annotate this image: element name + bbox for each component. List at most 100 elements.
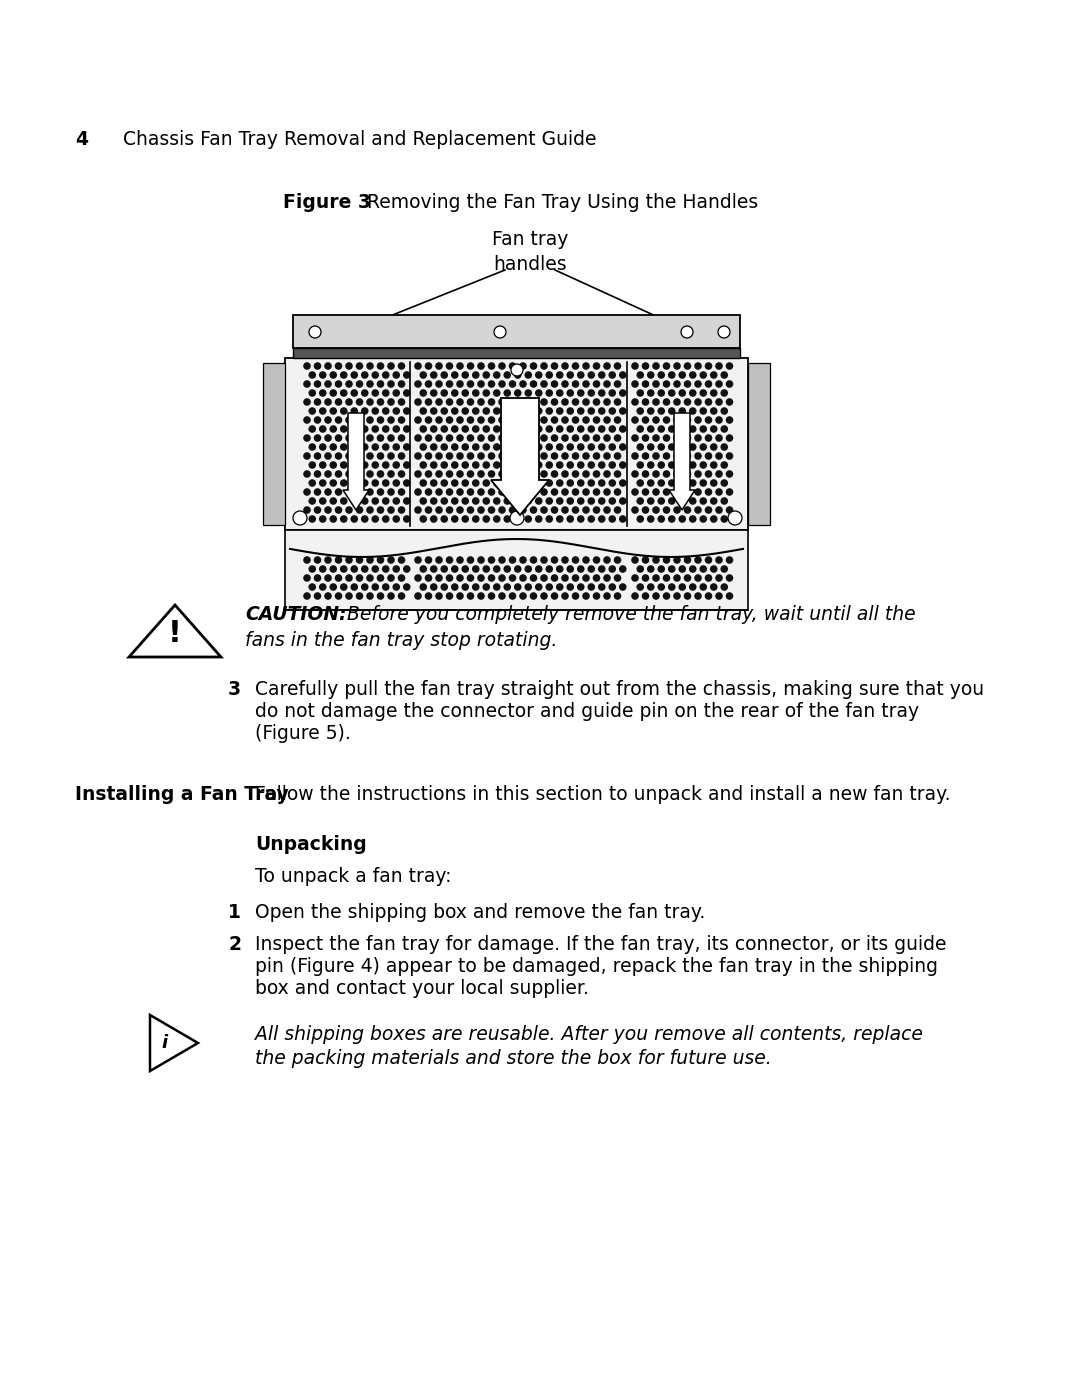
- Polygon shape: [264, 363, 285, 525]
- Polygon shape: [285, 358, 748, 529]
- Circle shape: [424, 574, 432, 581]
- Circle shape: [582, 362, 590, 370]
- Circle shape: [710, 515, 717, 522]
- Circle shape: [619, 372, 626, 379]
- Circle shape: [366, 398, 374, 405]
- Circle shape: [388, 380, 395, 388]
- Circle shape: [361, 583, 368, 591]
- Circle shape: [435, 574, 443, 581]
- Circle shape: [477, 506, 485, 514]
- Circle shape: [556, 425, 564, 433]
- Circle shape: [551, 398, 558, 405]
- Circle shape: [700, 390, 707, 397]
- Circle shape: [652, 362, 660, 370]
- Circle shape: [577, 566, 584, 573]
- Circle shape: [647, 479, 654, 486]
- Circle shape: [726, 488, 733, 496]
- Circle shape: [540, 380, 548, 388]
- Circle shape: [715, 506, 723, 514]
- Circle shape: [488, 592, 496, 599]
- Circle shape: [451, 515, 459, 522]
- Circle shape: [673, 556, 680, 564]
- Circle shape: [392, 443, 400, 451]
- Circle shape: [472, 566, 480, 573]
- Circle shape: [652, 416, 660, 423]
- Circle shape: [350, 372, 359, 379]
- Circle shape: [514, 407, 522, 415]
- Circle shape: [446, 416, 454, 423]
- Circle shape: [700, 479, 707, 486]
- Circle shape: [477, 556, 485, 564]
- Circle shape: [488, 556, 496, 564]
- Circle shape: [346, 362, 353, 370]
- Circle shape: [382, 461, 390, 469]
- Circle shape: [467, 488, 474, 496]
- Circle shape: [372, 372, 379, 379]
- Circle shape: [324, 453, 332, 460]
- Circle shape: [689, 390, 697, 397]
- Circle shape: [525, 515, 532, 522]
- Circle shape: [456, 574, 463, 581]
- Circle shape: [392, 479, 400, 486]
- Circle shape: [577, 390, 584, 397]
- Circle shape: [562, 488, 569, 496]
- Circle shape: [652, 380, 660, 388]
- Circle shape: [498, 380, 505, 388]
- Circle shape: [377, 506, 384, 514]
- Circle shape: [488, 380, 496, 388]
- Circle shape: [397, 362, 405, 370]
- Circle shape: [335, 556, 342, 564]
- Circle shape: [613, 434, 621, 441]
- Circle shape: [388, 471, 395, 478]
- Text: Before you completely remove the fan tray, wait until all the: Before you completely remove the fan tra…: [341, 605, 916, 624]
- Circle shape: [461, 566, 469, 573]
- Circle shape: [705, 398, 713, 405]
- Circle shape: [303, 453, 311, 460]
- Circle shape: [551, 556, 558, 564]
- Circle shape: [467, 506, 474, 514]
- Circle shape: [403, 390, 410, 397]
- Circle shape: [556, 372, 564, 379]
- Circle shape: [467, 434, 474, 441]
- Circle shape: [588, 372, 595, 379]
- Circle shape: [451, 443, 459, 451]
- Circle shape: [415, 574, 422, 581]
- Circle shape: [446, 488, 454, 496]
- Circle shape: [619, 583, 626, 591]
- Circle shape: [303, 574, 311, 581]
- Circle shape: [571, 380, 579, 388]
- Circle shape: [705, 416, 713, 423]
- Circle shape: [424, 416, 432, 423]
- Circle shape: [604, 362, 611, 370]
- Circle shape: [355, 453, 363, 460]
- Circle shape: [694, 471, 702, 478]
- Circle shape: [498, 362, 505, 370]
- Circle shape: [377, 574, 384, 581]
- Circle shape: [324, 506, 332, 514]
- Text: Removing the Fan Tray Using the Handles: Removing the Fan Tray Using the Handles: [355, 193, 758, 212]
- Circle shape: [529, 506, 538, 514]
- Circle shape: [430, 566, 437, 573]
- Circle shape: [658, 372, 665, 379]
- Circle shape: [551, 434, 558, 441]
- Circle shape: [446, 592, 454, 599]
- Circle shape: [577, 461, 584, 469]
- Circle shape: [346, 434, 353, 441]
- Circle shape: [604, 471, 611, 478]
- Circle shape: [593, 380, 600, 388]
- Circle shape: [415, 380, 422, 388]
- Circle shape: [419, 479, 427, 486]
- Circle shape: [392, 390, 400, 397]
- Circle shape: [535, 407, 542, 415]
- Circle shape: [382, 425, 390, 433]
- Circle shape: [710, 497, 717, 504]
- Circle shape: [366, 556, 374, 564]
- Circle shape: [350, 566, 359, 573]
- Circle shape: [388, 434, 395, 441]
- Circle shape: [566, 497, 575, 504]
- Circle shape: [715, 556, 723, 564]
- Circle shape: [441, 497, 448, 504]
- Circle shape: [483, 390, 490, 397]
- Circle shape: [636, 583, 644, 591]
- Circle shape: [313, 556, 322, 564]
